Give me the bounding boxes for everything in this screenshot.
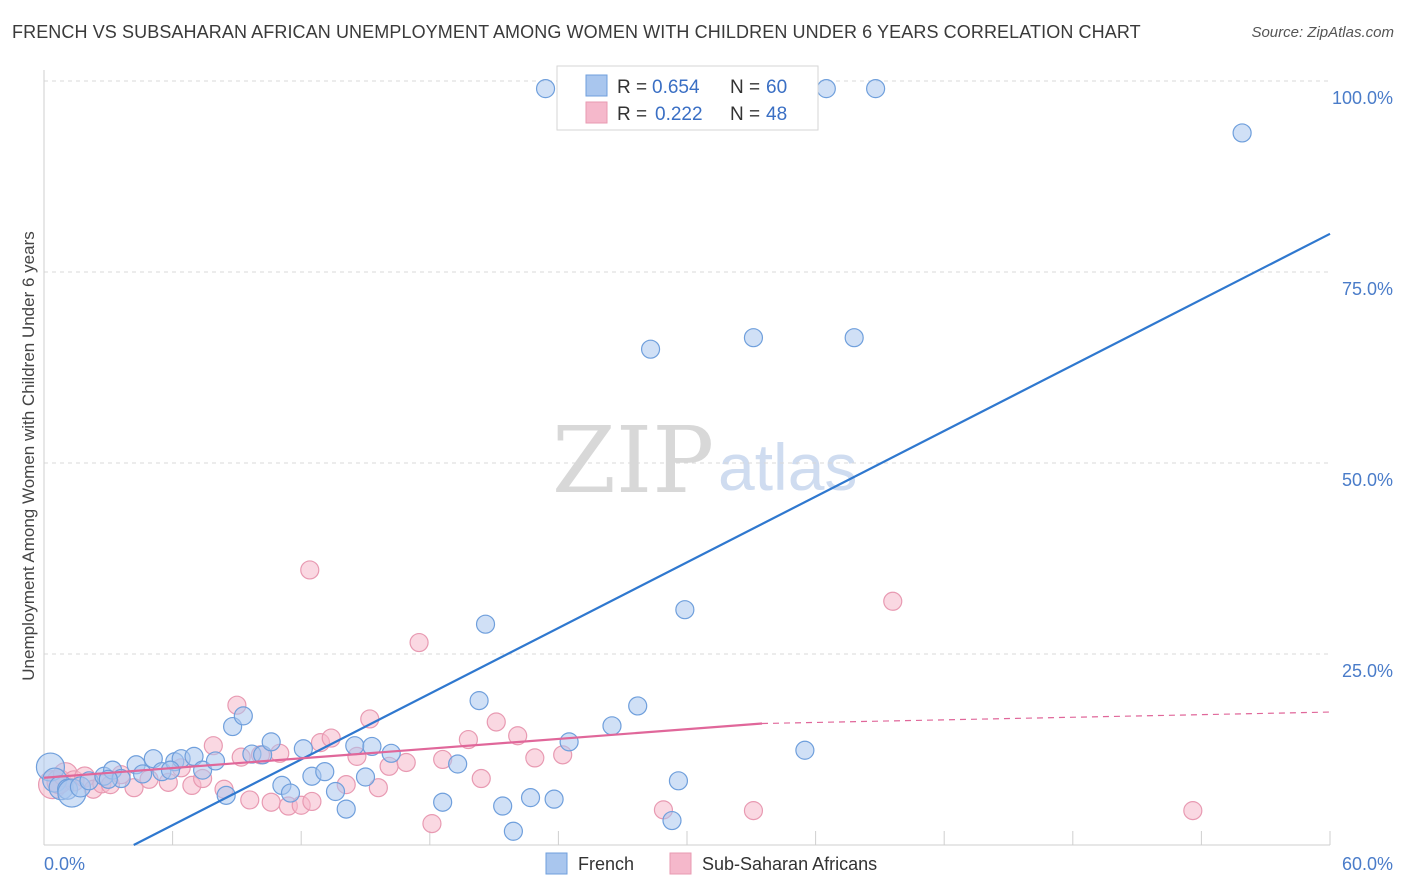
correlation-legend: R = 0.654 N = 60 R = 0.222 N = 48 (556, 65, 819, 131)
french-point-36 (448, 754, 468, 774)
african-point-29 (368, 778, 388, 798)
series-sub-saharan-points (37, 560, 1203, 834)
african-point-45 (883, 591, 903, 611)
french-point-35 (433, 792, 453, 812)
series-legend: French Sub-Saharan Africans (545, 852, 877, 875)
french-point-31 (336, 799, 356, 819)
y-tick-label-50: 50.0% (1342, 470, 1393, 490)
trend-line-african (43, 722, 763, 779)
y-tick-labels: 25.0% 50.0% 75.0% 100.0% (1332, 88, 1393, 681)
french-point-52 (844, 328, 864, 348)
trend-lines (43, 232, 1331, 846)
french-point-41 (520, 788, 541, 808)
french-point-50 (743, 328, 764, 348)
legend-n-label-african: N = (730, 104, 760, 125)
x-tick-label-min: 0.0% (44, 854, 85, 874)
french-point-11 (132, 764, 153, 784)
french-point-21 (233, 706, 253, 726)
french-point-40 (503, 821, 523, 841)
y-tick-label-100: 100.0% (1332, 88, 1393, 108)
french-point-59 (98, 769, 118, 789)
french-point-43 (559, 732, 579, 752)
legend-r-label-french: R = (617, 77, 647, 98)
african-point-18 (240, 790, 260, 810)
french-point-24 (261, 732, 281, 752)
french-point-30 (325, 781, 346, 802)
x-tick-label-max: 60.0% (1342, 854, 1393, 874)
legend-n-label-french: N = (730, 77, 760, 98)
legend-r-value-african: 0.222 (655, 104, 703, 125)
french-point-33 (355, 767, 376, 787)
african-point-41 (300, 560, 320, 580)
french-point-29 (315, 762, 335, 782)
legend-n-value-french: 60 (766, 77, 787, 98)
french-point-56 (1232, 123, 1252, 143)
trend-line-french (133, 232, 1331, 846)
series-legend-label-french: French (578, 854, 634, 874)
legend-r-label-african: R = (617, 104, 647, 125)
french-point-54 (816, 79, 836, 99)
french-point-58 (160, 760, 181, 780)
series-legend-swatch-african (669, 852, 692, 875)
y-axis-label: Unemployment Among Women with Children U… (19, 231, 38, 680)
french-point-37 (469, 691, 489, 711)
french-point-26 (280, 783, 301, 803)
y-tick-label-75: 75.0% (1342, 279, 1393, 299)
french-point-55 (866, 79, 886, 99)
french-point-51 (795, 740, 815, 760)
french-point-57 (381, 743, 401, 763)
french-point-47 (662, 810, 682, 831)
gridlines (44, 80, 1330, 655)
series-legend-swatch-french (545, 852, 568, 875)
french-point-34 (362, 736, 382, 757)
african-point-36 (471, 768, 491, 789)
y-tick-label-25: 25.0% (1342, 661, 1393, 681)
french-point-53 (535, 79, 556, 99)
african-point-32 (409, 632, 429, 653)
african-point-39 (525, 748, 545, 768)
french-point-46 (640, 339, 661, 359)
watermark-zip: ZIP (552, 407, 714, 514)
african-point-46 (1183, 801, 1203, 821)
african-point-33 (422, 814, 442, 834)
french-point-32 (345, 736, 365, 756)
french-point-44 (602, 716, 622, 736)
watermark-atlas: atlas (718, 430, 857, 504)
legend-swatch-french (585, 74, 608, 97)
french-point-48 (668, 771, 689, 791)
series-legend-label-african: Sub-Saharan Africans (702, 854, 877, 874)
source-label: Source: ZipAtlas.com (1251, 24, 1394, 41)
french-point-39 (493, 796, 513, 816)
african-point-44 (743, 801, 764, 821)
french-point-49 (675, 600, 695, 620)
african-point-37 (486, 712, 506, 732)
african-point-35 (458, 729, 478, 750)
trend-line-african-extension (762, 711, 1331, 725)
legend-swatch-african (585, 101, 608, 124)
french-point-45 (628, 696, 648, 716)
african-point-38 (508, 726, 528, 746)
african-point-20 (261, 792, 281, 812)
african-point-23 (302, 791, 322, 812)
french-point-38 (475, 614, 496, 634)
legend-n-value-african: 48 (766, 104, 787, 125)
legend-r-value-french: 0.654 (652, 77, 700, 98)
african-point-31 (396, 752, 416, 773)
french-point-18 (205, 751, 226, 771)
french-point-42 (544, 789, 564, 809)
chart-title: FRENCH VS SUBSAHARAN AFRICAN UNEMPLOYMEN… (12, 22, 1141, 42)
x-ticks (43, 831, 1331, 845)
